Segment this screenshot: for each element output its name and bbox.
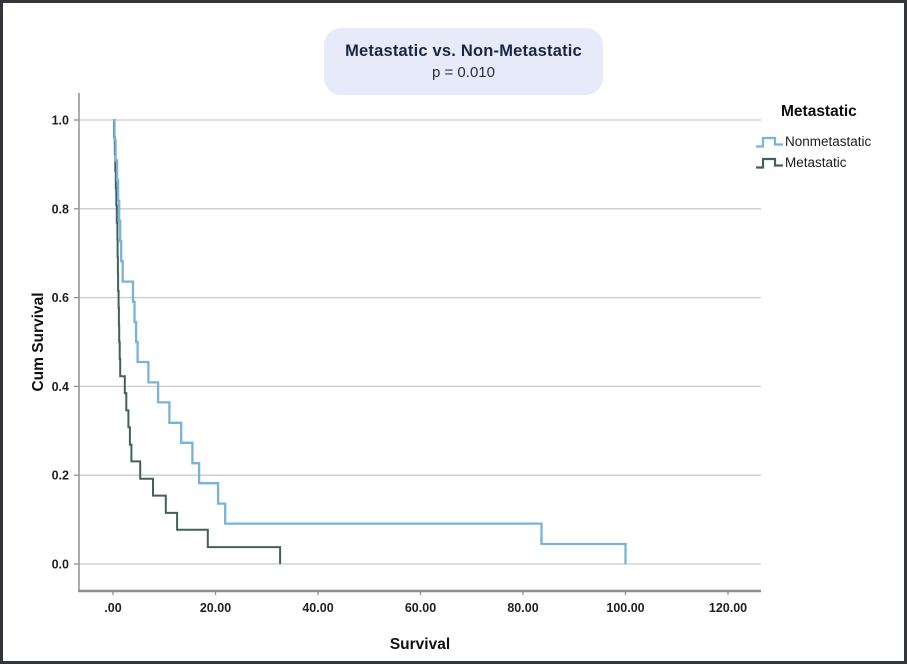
y-tick-label: 0.6: [52, 291, 69, 305]
y-tick-label: 0.0: [52, 558, 69, 572]
legend-label: Nonmetastatic: [785, 134, 872, 149]
x-tick-label: 40.00: [302, 601, 333, 615]
x-tick-label: 20.00: [200, 601, 231, 615]
y-tick-label: 0.4: [52, 380, 69, 394]
x-tick-label: 120.00: [709, 601, 747, 615]
survival-curve-nonmetastatic: [113, 118, 627, 564]
chart-title-box: Metastatic vs. Non-Metastatic p = 0.010: [324, 28, 603, 95]
legend-entry-metastatic: Metastatic: [755, 152, 904, 173]
y-tick-label: 1.0: [52, 114, 69, 128]
x-tick-label: .00: [104, 601, 121, 615]
chart-title: Metastatic vs. Non-Metastatic: [345, 42, 582, 60]
x-tick-label: 80.00: [507, 601, 538, 615]
p-value-label: p = 0.010: [432, 64, 495, 81]
legend-entry-nonmetastatic: Nonmetastatic: [755, 131, 904, 152]
x-axis-title: Survival: [390, 636, 450, 653]
legend-label: Metastatic: [785, 155, 847, 170]
y-tick-label: 0.8: [52, 202, 69, 216]
x-tick-label: 60.00: [405, 601, 436, 615]
y-tick-label: 0.2: [52, 469, 69, 483]
chart-canvas: 0.0 0.2 0.4 0.6 0.8 1.0 .00 20.00 40.00 60.00 80.0…: [30, 93, 761, 653]
legend: Metastatic Nonmetastatic Metastatic: [755, 103, 904, 173]
step-line-icon: [756, 136, 783, 148]
y-axis-title: Cum Survival: [30, 292, 47, 391]
legend-title: Metastatic: [781, 103, 857, 120]
x-tick-label: 100.00: [606, 601, 644, 615]
step-line-icon: [756, 157, 783, 169]
survival-curve-metastatic: [113, 119, 282, 564]
